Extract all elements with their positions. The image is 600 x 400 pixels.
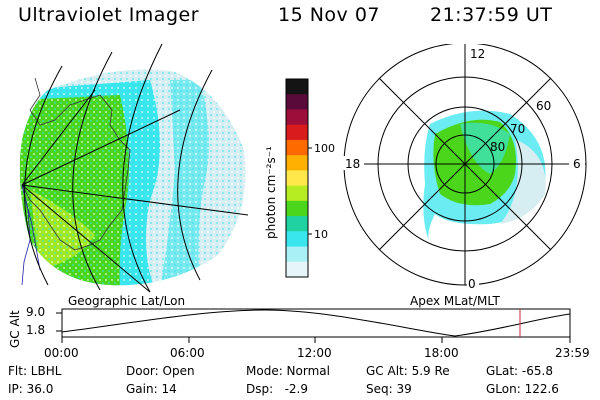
colorbar-segment xyxy=(286,155,308,171)
geographic-image-panel xyxy=(19,43,249,293)
info-door: Door: Open xyxy=(126,364,195,378)
altitude-plot xyxy=(56,308,571,343)
mlt-label-6: 6 xyxy=(573,157,581,171)
alt-ytick-max: 9.0 xyxy=(26,305,46,319)
colorbar-segment xyxy=(286,170,308,187)
mlt-label-12: 12 xyxy=(470,47,485,61)
info-dsp: Dsp: -2.9 xyxy=(246,382,309,396)
colorbar-label: photon cm⁻²s⁻¹ xyxy=(264,146,278,239)
colorbar-segment xyxy=(286,124,308,141)
time-label: 21:37:59 UT xyxy=(430,4,553,26)
colorbar-segment xyxy=(286,216,308,232)
polar-grid xyxy=(343,44,587,286)
info-gc-alt: GC Alt: 5.9 Re xyxy=(366,364,450,378)
info-ip: IP: 36.0 xyxy=(8,382,54,396)
mlt-label-0: 0 xyxy=(468,277,476,291)
geo-panel-label: Geographic Lat/Lon xyxy=(68,294,186,308)
app-title: Ultraviolet Imager xyxy=(18,4,200,26)
info-glat: GLat: -65.8 xyxy=(486,364,553,378)
colorbar-tick-10: 10 xyxy=(314,228,328,241)
colorbar-segment xyxy=(286,94,308,110)
polar-plot-panel: 12 6 0 18 60 70 80 xyxy=(342,44,587,291)
polar-panel-label: Apex MLat/MLT xyxy=(410,294,500,308)
colorbar-segment xyxy=(286,261,308,278)
alt-xtick-0000: 00:00 xyxy=(44,346,79,360)
colorbar-segment xyxy=(286,139,308,156)
color-bar: 100 10 photon cm⁻²s⁻¹ xyxy=(264,78,335,278)
colorbar-segment xyxy=(286,109,308,126)
colorbar-segment xyxy=(286,79,308,95)
alt-ytick-min: 1.8 xyxy=(26,323,46,337)
polar-aurora-image xyxy=(423,110,546,245)
info-gain: Gain: 14 xyxy=(126,382,177,396)
mlt-label-18: 18 xyxy=(345,157,360,171)
colorbar-segment xyxy=(286,231,308,248)
coastline xyxy=(21,77,131,251)
colorbar-segment xyxy=(286,200,308,217)
colorbar-tick-100: 100 xyxy=(314,142,335,155)
alt-xtick-2359: 23:59 xyxy=(555,346,590,360)
mlat-label-60: 60 xyxy=(536,99,551,113)
info-seq: Seq: 39 xyxy=(366,382,412,396)
colorbar-segment xyxy=(286,246,308,263)
info-glon: GLon: 122.6 xyxy=(486,382,559,396)
colorbar-segment xyxy=(286,185,308,202)
info-flt: Flt: LBHL xyxy=(8,364,62,378)
date-label: 15 Nov 07 xyxy=(278,4,381,26)
mlat-label-80: 80 xyxy=(490,140,505,154)
mlat-label-70: 70 xyxy=(510,122,525,136)
geo-grid xyxy=(21,43,249,293)
altitude-curve xyxy=(61,309,571,337)
alt-xtick-0600: 06:00 xyxy=(170,346,205,360)
alt-xtick-1200: 12:00 xyxy=(297,346,332,360)
aurora-image xyxy=(19,69,246,286)
info-mode: Mode: Normal xyxy=(246,364,330,378)
alt-xtick-1800: 18:00 xyxy=(424,346,459,360)
